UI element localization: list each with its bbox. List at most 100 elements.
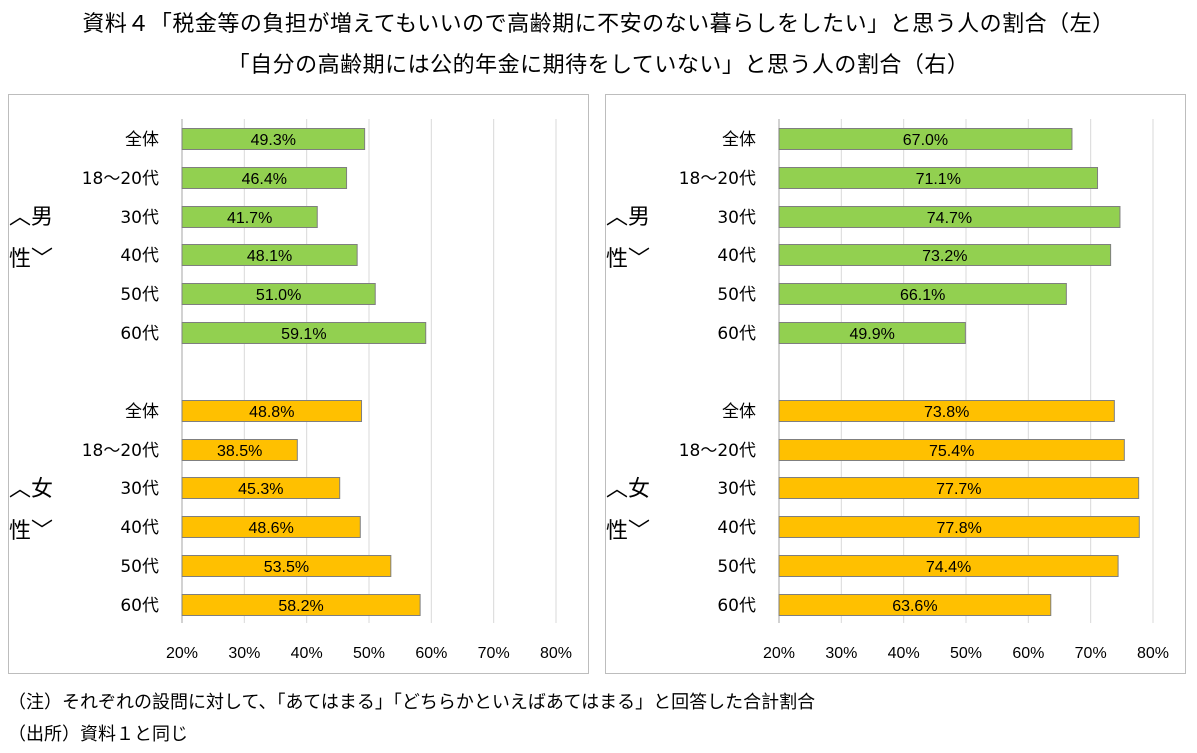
category-label: 30代: [120, 479, 159, 499]
data-label: 53.5%: [264, 559, 309, 576]
bar: [778, 439, 1125, 461]
data-label: 48.8%: [249, 404, 294, 421]
group-label-top: ︿男: [606, 205, 650, 230]
data-label: 46.4%: [242, 171, 287, 188]
x-tick-label: 50%: [353, 645, 385, 662]
category-label: 18～20代: [679, 441, 756, 461]
bar: [181, 594, 421, 616]
category-label: 30代: [717, 479, 756, 499]
data-label: 48.1%: [247, 248, 292, 265]
x-tick-label: 40%: [291, 645, 323, 662]
bar: [181, 400, 363, 422]
x-tick-label: 40%: [888, 645, 920, 662]
bar: [181, 322, 427, 344]
data-label: 71.1%: [916, 171, 961, 188]
chart-title-line2: 「自分の高齢期には公的年金に期待をしていない」と思う人の割合（右）: [227, 53, 970, 78]
data-label: 45.3%: [238, 481, 283, 498]
bar: [181, 244, 358, 266]
chart-title-line1: 資料４「税金等の負担が増えてもいいので高齢期に不安のない暮らしをしたい」と思う人…: [82, 12, 1115, 37]
category-label: 50代: [120, 557, 159, 577]
data-label: 73.2%: [922, 248, 967, 265]
bar: [778, 555, 1119, 577]
category-label: 40代: [120, 246, 159, 266]
category-label: 30代: [717, 208, 756, 228]
bar: [778, 477, 1140, 499]
data-label: 77.7%: [936, 481, 981, 498]
group-label-bottom: 性﹀: [9, 519, 53, 544]
group-label-bottom: 性﹀: [606, 519, 650, 544]
bar: [778, 400, 1115, 422]
category-label: 40代: [120, 518, 159, 538]
x-tick-label: 20%: [763, 645, 795, 662]
right-chart-panel: 20% 30% 40% 50% 60% 70% 80% ︿男性﹀ 全体 67.0% 18～20代 71…: [605, 94, 1186, 674]
category-label: 全体: [722, 130, 756, 150]
data-label: 73.8%: [924, 404, 969, 421]
category-label: 60代: [717, 324, 756, 344]
data-label: 77.8%: [936, 520, 981, 537]
bar: [778, 244, 1112, 266]
data-label: 58.2%: [278, 598, 323, 615]
bar: [181, 167, 348, 189]
x-tick-label: 20%: [166, 645, 198, 662]
category-label: 50代: [717, 285, 756, 305]
bar: [181, 283, 376, 305]
bar: [778, 283, 1067, 305]
bar: [181, 516, 361, 538]
data-label: 74.7%: [927, 210, 972, 227]
data-label: 74.4%: [926, 559, 971, 576]
category-label: 60代: [120, 324, 159, 344]
category-label: 18～20代: [679, 169, 756, 189]
category-label: 18～20代: [82, 441, 159, 461]
x-tick-label: 70%: [478, 645, 510, 662]
bar: [181, 555, 392, 577]
bar: [778, 516, 1140, 538]
category-label: 18～20代: [82, 169, 159, 189]
bar: [778, 322, 966, 344]
category-label: 全体: [722, 402, 756, 422]
left-chart-svg: 20% 30% 40% 50% 60% 70% 80% ︿男性﹀ 全体 49.3% 18～20代 46…: [9, 119, 572, 662]
x-tick-label: 60%: [1012, 645, 1044, 662]
group-label-top: ︿男: [9, 205, 53, 230]
category-label: 全体: [125, 130, 159, 150]
category-label: 全体: [125, 402, 159, 422]
x-tick-label: 60%: [415, 645, 447, 662]
bar: [181, 128, 366, 150]
data-label: 49.9%: [850, 326, 895, 343]
x-tick-label: 30%: [825, 645, 857, 662]
data-label: 67.0%: [903, 132, 948, 149]
data-label: 66.1%: [900, 287, 945, 304]
x-tick-label: 30%: [228, 645, 260, 662]
data-label: 49.3%: [251, 132, 296, 149]
category-label: 40代: [717, 518, 756, 538]
x-tick-label: 50%: [950, 645, 982, 662]
group-label-top: ︿女: [9, 477, 53, 502]
data-label: 63.6%: [892, 598, 937, 615]
bar: [778, 128, 1073, 150]
bar: [778, 167, 1099, 189]
right-chart-svg: 20% 30% 40% 50% 60% 70% 80% ︿男性﹀ 全体 67.0% 18～20代 71…: [606, 119, 1169, 662]
category-label: 60代: [717, 596, 756, 616]
group-label-bottom: 性﹀: [9, 247, 53, 272]
x-tick-label: 70%: [1075, 645, 1107, 662]
left-chart-panel: 20% 30% 40% 50% 60% 70% 80% ︿男性﹀ 全体 49.3% 18～20代 46…: [8, 94, 589, 674]
data-label: 48.6%: [248, 520, 293, 537]
footnote-note: （注）それぞれの設問に対して、「あてはまる」「どちらかといえばあてはまる」と回答…: [8, 692, 816, 713]
category-label: 50代: [120, 285, 159, 305]
x-tick-label: 80%: [540, 645, 572, 662]
bar: [778, 206, 1121, 228]
category-label: 60代: [120, 596, 159, 616]
bar: [181, 206, 318, 228]
group-label-top: ︿女: [606, 477, 650, 502]
x-tick-label: 80%: [1137, 645, 1169, 662]
group-label-bottom: 性﹀: [606, 247, 650, 272]
data-label: 51.0%: [256, 287, 301, 304]
data-label: 38.5%: [217, 443, 262, 460]
category-label: 30代: [120, 208, 159, 228]
category-label: 50代: [717, 557, 756, 577]
bar: [181, 477, 341, 499]
bar: [181, 439, 298, 461]
data-label: 75.4%: [929, 443, 974, 460]
data-label: 59.1%: [281, 326, 326, 343]
footnote-source: （出所）資料１と同じ: [8, 724, 188, 745]
category-label: 40代: [717, 246, 756, 266]
